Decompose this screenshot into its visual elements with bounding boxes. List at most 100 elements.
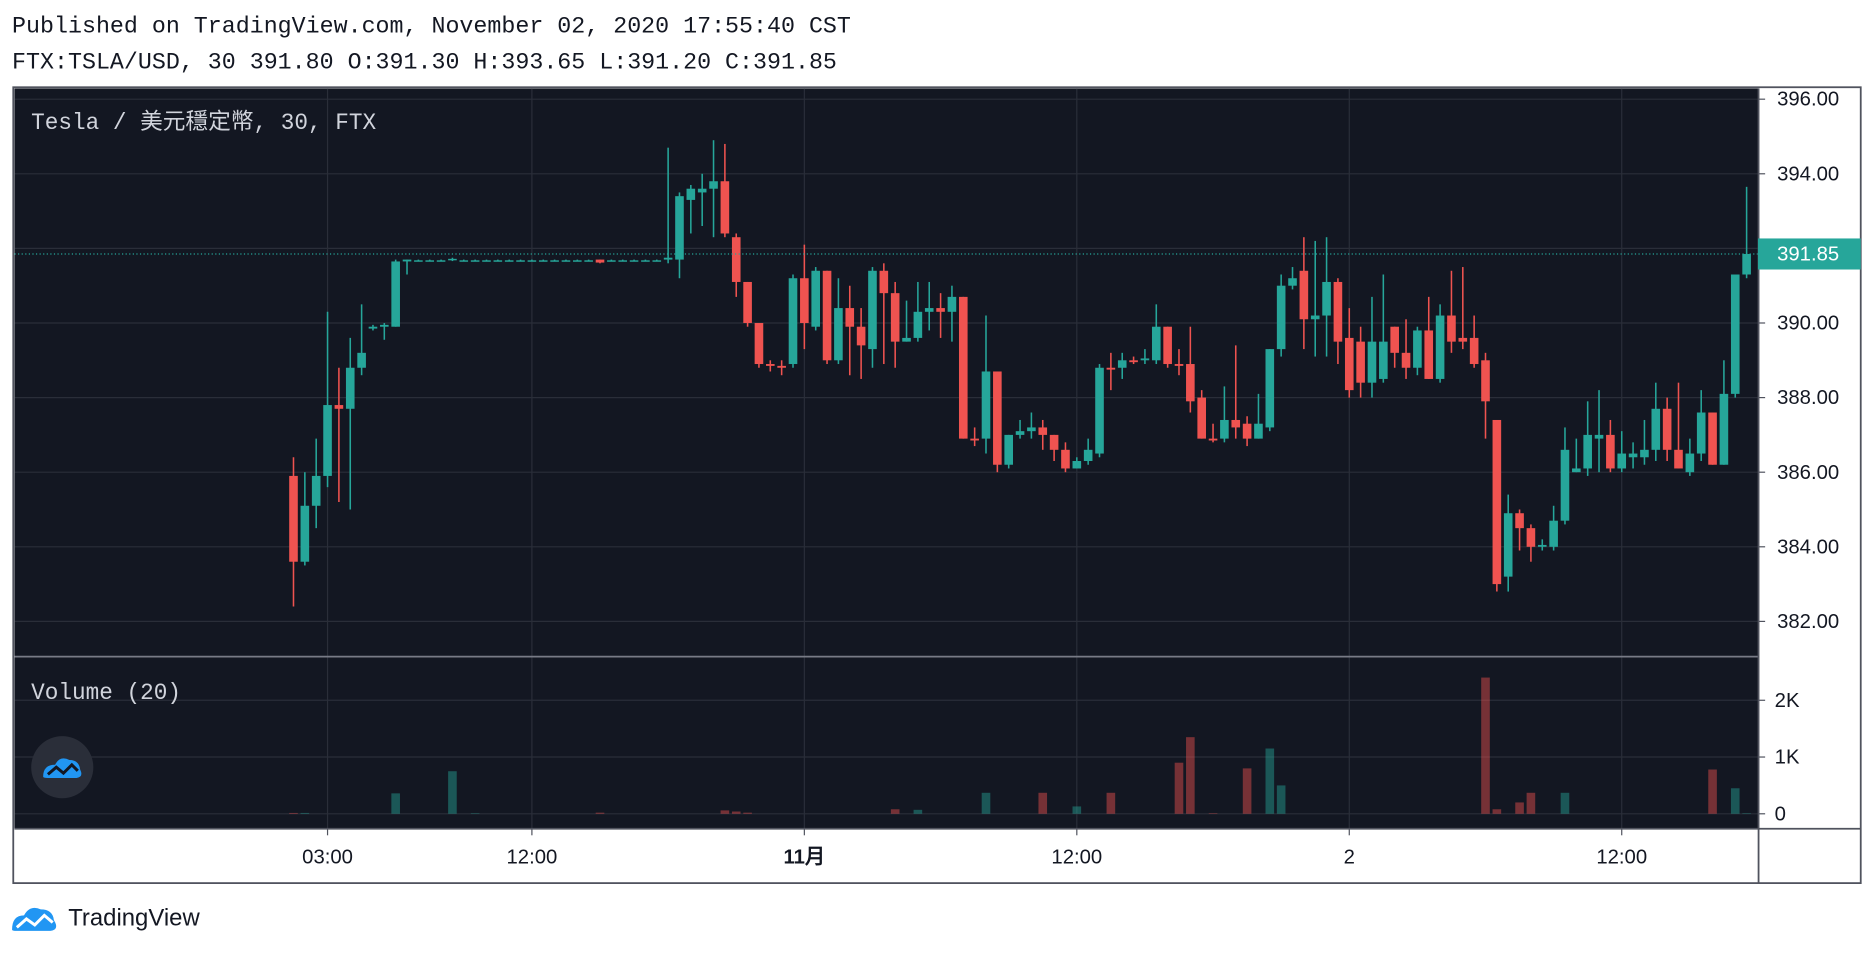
candle-body [1617,453,1627,469]
volume-bar [300,812,310,814]
candle-body [1106,367,1116,370]
candle-body [1288,278,1297,286]
candle-body [1674,449,1683,469]
candle-body [1424,330,1434,379]
candle-body [527,260,537,262]
candle-body [1390,326,1399,353]
candle-body [936,308,945,312]
candle-body [1004,434,1014,465]
candle-body [754,322,764,365]
volume-bar [1742,813,1751,814]
candle-body [890,293,900,342]
candle-body [1730,274,1740,394]
volume-bar [1526,792,1536,814]
candle-body [834,308,843,361]
brand-logo [12,907,57,931]
volume-bar [1560,792,1570,814]
candle-body [1163,326,1172,365]
candle-body [1276,285,1286,350]
candle-body [1129,360,1138,363]
candle-body [1083,449,1093,462]
candle-body [391,261,400,327]
candle-body [1515,513,1524,529]
candle-body [879,270,889,294]
candle-body [1208,438,1218,441]
y-tick-label: 396.00 [1777,89,1839,111]
y2-tick-label: 1K [1775,747,1800,769]
candle-body [448,258,457,261]
volume-bar [890,809,900,814]
volume-bar [595,812,605,814]
grid [14,88,1758,829]
candle-body [663,257,673,260]
candle-body [686,188,696,200]
candle-body [1492,419,1502,585]
candle-body [788,278,798,365]
candle-body [538,260,548,262]
candle-body [1662,408,1672,450]
candle-body [675,196,684,260]
candle-body [743,281,752,323]
volume-bar [289,812,298,814]
x-tick-label: 11月 [783,846,825,868]
y-tick-label: 394.00 [1777,163,1839,185]
candle-body [1742,253,1751,275]
candle-body [1640,449,1649,458]
candle-body [652,260,662,262]
candle-body [1413,330,1422,368]
volume-bar [743,812,752,814]
candle-body [436,260,446,262]
candle-body [357,352,366,368]
candle-body [1242,423,1252,439]
candle-body [402,259,412,262]
candle-body [1140,358,1150,361]
candle-body [493,260,503,262]
candle-body [765,364,775,366]
candle-body [1027,427,1036,432]
candle-body [1719,393,1729,465]
candle-body [1174,364,1184,366]
candle-body [1299,270,1309,320]
candle-body [1401,352,1411,368]
candle-body [1696,412,1706,454]
volume-bar [1038,792,1048,814]
volume-bar [731,811,741,814]
y-tick-label: 386.00 [1777,462,1839,484]
candle-body [924,308,934,312]
candle-body [618,260,628,262]
volume-bar [470,813,480,814]
y-tick-label: 382.00 [1777,611,1839,633]
volume-bar [1208,813,1218,814]
volume-bar [913,809,923,814]
candle-body [970,438,979,441]
last-price-box [1757,238,1861,270]
plot-background [14,88,1758,829]
candle-body [1322,281,1331,316]
volume-bar [981,792,991,814]
volume-bar [1186,737,1195,814]
candle-body [958,296,968,439]
candle-body [1344,337,1354,391]
x-tick-label: 12:00 [1051,846,1102,868]
candle-body [1151,326,1161,361]
candle-body [1333,281,1343,342]
candle-body [1435,315,1445,379]
candle-body [1197,397,1206,439]
candle-body [482,260,491,262]
candle-body [1072,461,1082,469]
volume-bar [1265,748,1275,814]
volume-bar [391,793,400,814]
volume-bar [1708,769,1717,814]
candle-body [550,260,559,262]
candle-body [470,260,480,262]
y-tick-label: 388.00 [1777,387,1839,409]
candle-body [1061,449,1070,469]
brand-name: TradingView [68,904,200,931]
candle-body [947,296,957,312]
candle-body [1231,419,1241,428]
volume-bar [448,771,457,814]
candle-body [1606,434,1615,469]
candle-body [368,326,378,329]
candle-body [1379,341,1388,379]
candle-body [800,278,809,323]
